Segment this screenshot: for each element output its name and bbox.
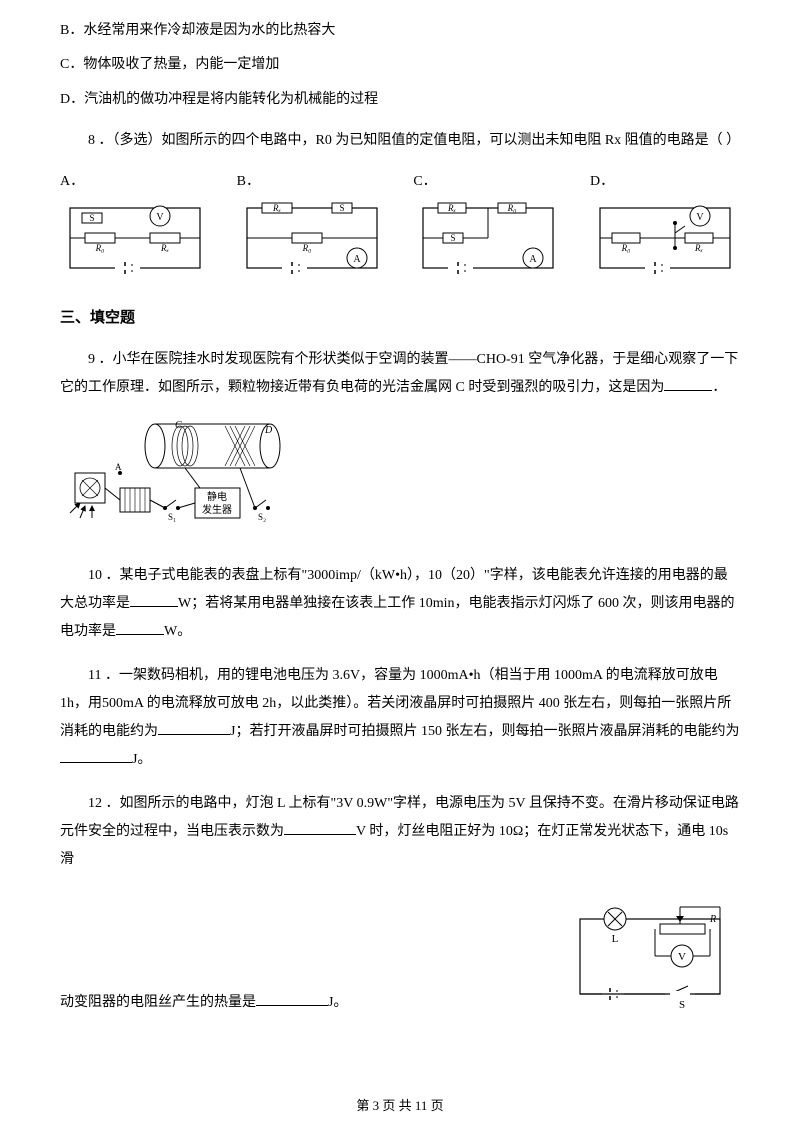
svg-text:R₀: R₀ — [621, 243, 631, 253]
svg-text:D: D — [264, 425, 273, 436]
q11-p3: J。 — [132, 752, 151, 767]
option-c: C．物体吸收了热量，内能一定增加 — [60, 54, 740, 76]
svg-text:L: L — [612, 933, 619, 945]
circuit-b-label: B． — [237, 171, 260, 193]
circuit-a-svg: S V R₀ Rₓ — [60, 198, 210, 288]
svg-text:A: A — [530, 254, 538, 265]
circuit-c-label: C． — [413, 171, 436, 193]
question-9: 9 ．小华在医院挂水时发现医院有个形状类似于空调的装置——CHO-91 空气净化… — [60, 346, 740, 402]
svg-text:S₂: S₂ — [258, 512, 266, 522]
svg-text:S: S — [89, 213, 94, 223]
circuit-a-label: A． — [60, 171, 84, 193]
svg-text:S: S — [679, 999, 685, 1011]
svg-text:静电: 静电 — [207, 490, 227, 503]
q11-blank1 — [158, 721, 230, 735]
svg-text:C: C — [175, 420, 182, 431]
svg-text:A: A — [115, 462, 122, 472]
page-footer: 第 3 页 共 11 页 — [0, 1096, 800, 1117]
q12-tail: 动变阻器的电阻丝产生的热量是 J。 — [60, 992, 550, 1014]
svg-text:Rₓ: Rₓ — [160, 243, 169, 253]
section-3-title: 三、填空题 — [60, 306, 740, 330]
svg-text:S: S — [339, 203, 344, 213]
svg-text:S₁: S₁ — [168, 512, 176, 522]
svg-text:Rₓ: Rₓ — [272, 203, 281, 213]
q11-blank2 — [60, 749, 132, 763]
q10-blank1 — [130, 593, 178, 607]
option-d: D．汽油机的做功冲程是将内能转化为机械能的过程 — [60, 89, 740, 111]
q12-circuit-svg: L R V S — [560, 904, 740, 1014]
question-8-text: 8 ．（多选）如图所示的四个电路中，R0 为已知阻值的定值电阻，可以测出未知电阻… — [60, 127, 740, 155]
circuit-b-svg: Rₓ S R₀ A — [237, 198, 387, 288]
q9-device-svg: C D S₁ 静电 发生器 — [60, 418, 320, 538]
svg-text:Rₓ: Rₓ — [447, 203, 456, 213]
q12-p4: J。 — [328, 995, 347, 1010]
svg-text:S: S — [451, 233, 456, 243]
q11-p2: J；若打开液晶屏时可拍摄照片 150 张左右，则每拍一张照片液晶屏消耗的电能约为 — [230, 724, 739, 739]
circuit-d-svg: V R₀ Rₓ — [590, 198, 740, 288]
circuit-c-svg: Rₓ R₀ S A — [413, 198, 563, 288]
circuit-b: B． Rₓ S R₀ A — [237, 171, 387, 287]
q9-figure: C D S₁ 静电 发生器 — [60, 418, 740, 546]
q12-blank1 — [284, 821, 356, 835]
q12-bottom-row: 动变阻器的电阻丝产生的热量是 J。 L R V S — [60, 904, 740, 1014]
svg-text:V: V — [156, 212, 164, 223]
circuit-d: D． V R₀ Rₓ — [590, 171, 740, 287]
q10-blank2 — [116, 621, 164, 635]
question-12: 12 ．如图所示的电路中，灯泡 L 上标有"3V 0.9W"字样，电源电压为 5… — [60, 790, 740, 874]
q9-suffix: ． — [712, 380, 726, 395]
circuit-a: A． S V R₀ Rₓ — [60, 171, 210, 287]
svg-text:Rₓ: Rₓ — [694, 243, 703, 253]
q9-prefix: 9 ．小华在医院挂水时发现医院有个形状类似于空调的装置——CHO-91 空气净化… — [60, 352, 738, 395]
svg-text:R₀: R₀ — [95, 243, 105, 253]
svg-text:V: V — [678, 951, 686, 963]
q12-p3: 动变阻器的电阻丝产生的热量是 — [60, 995, 256, 1010]
svg-text:R₀: R₀ — [507, 203, 517, 213]
circuit-row: A． S V R₀ Rₓ B． — [60, 171, 740, 287]
circuit-c: C． Rₓ R₀ S A — [413, 171, 563, 287]
question-11: 11 ．一架数码相机，用的锂电池电压为 3.6V，容量为 1000mA•h（相当… — [60, 662, 740, 774]
q10-p3: W。 — [164, 624, 191, 639]
question-10: 10 ．某电子式电能表的表盘上标有"3000imp/（kW•h），10（20）"… — [60, 562, 740, 646]
svg-text:R: R — [709, 914, 716, 925]
svg-text:V: V — [696, 212, 704, 223]
svg-text:发生器: 发生器 — [202, 503, 232, 516]
q12-blank2 — [256, 992, 328, 1006]
option-b: B．水经常用来作冷却液是因为水的比热容大 — [60, 20, 740, 42]
q9-blank — [664, 377, 712, 391]
circuit-d-label: D． — [590, 171, 614, 193]
svg-text:A: A — [353, 254, 361, 265]
svg-text:R₀: R₀ — [301, 243, 311, 253]
